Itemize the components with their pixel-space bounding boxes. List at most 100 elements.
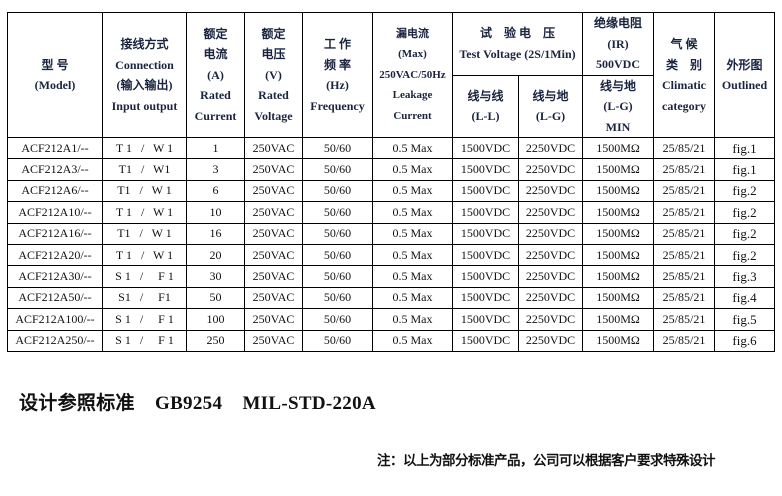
header-test-voltage: 试 验 电 压 Test Voltage (2S/1Min) [451, 12, 584, 76]
cell-model: ACF212A1/-- [7, 136, 103, 160]
header-insulation-resistance: 绝缘电阻 (IR) 500VDC [582, 12, 655, 76]
header-line: (L-G) [535, 109, 566, 124]
design-standard: 设计参照标准 GB9254 MIL-STD-220A [19, 393, 376, 414]
cell-ir: 1500MΩ [582, 222, 655, 245]
cell-freq: 50/60 [302, 222, 373, 245]
cell-voltage: 250VAC [244, 222, 303, 245]
cell-leak: 0.5 Max [372, 265, 453, 288]
cell-ll: 1500VDC [452, 329, 519, 352]
cell-current: 20 [186, 243, 245, 267]
header-line: Outlined [721, 78, 768, 92]
spec-table: 型 号 (Model) 接线方式 Connection (输入输出) Input out… [7, 12, 776, 352]
cell-fig: fig.4 [714, 286, 776, 310]
cell-climatic: 25/85/21 [653, 265, 716, 288]
cell-freq: 50/60 [302, 136, 373, 160]
table-row: ACF212A250/-- S 1 / F 1 250 250VAC 50/60 0.5 … [7, 329, 776, 352]
cell-conn: T 1 / W 1 [102, 201, 187, 224]
header-line: 电压 [261, 47, 286, 62]
header-line: Voltage [254, 108, 293, 123]
cell-climatic: 25/85/21 [653, 136, 716, 160]
cell-climatic: 25/85/21 [653, 179, 716, 203]
header-line: 线与地 [532, 88, 569, 103]
header-line: (Model) [34, 78, 76, 92]
cell-model: ACF212A50/-- [7, 286, 103, 310]
cell-fig: fig.2 [714, 222, 776, 245]
cell-voltage: 250VAC [244, 179, 303, 203]
header-line: 500VDC [596, 57, 641, 71]
cell-ir: 1500MΩ [582, 286, 655, 310]
header-line: 250VAC/50Hz [379, 68, 446, 81]
cell-ir: 1500MΩ [582, 329, 655, 352]
cell-voltage: 250VAC [244, 243, 303, 267]
cell-lg: 2250VDC [517, 158, 584, 181]
cell-ll: 1500VDC [452, 201, 519, 224]
cell-voltage: 250VAC [244, 201, 303, 224]
header-line: 气 候 [670, 37, 698, 51]
cell-voltage: 250VAC [244, 329, 303, 352]
header-line: 额定 [203, 26, 228, 41]
cell-model: ACF212A16/-- [7, 222, 103, 245]
cell-model: ACF212A3/-- [7, 158, 103, 181]
cell-conn: T 1 / W 1 [102, 243, 187, 267]
header-line: (A) [207, 67, 224, 82]
footnote: 注：以上为部分标准产品，公司可以根据客户要求特殊设计 [377, 453, 716, 469]
cell-climatic: 25/85/21 [653, 308, 716, 331]
cell-ir: 1500MΩ [582, 265, 655, 288]
cell-freq: 50/60 [302, 201, 373, 224]
table-row: ACF212A50/-- S1 / F1 50 250VAC 50/60 0.5 Max 1… [7, 286, 776, 310]
header-line: (IR) [607, 36, 629, 51]
cell-current: 250 [186, 329, 245, 352]
cell-fig: fig.1 [714, 158, 776, 181]
header-line: 电流 [203, 47, 228, 62]
cell-ll: 1500VDC [452, 179, 519, 203]
table-row: ACF212A20/-- T 1 / W 1 20 250VAC 50/60 0.5 Ma… [7, 243, 776, 267]
header-line: 类 别 [666, 57, 703, 72]
cell-fig: fig.2 [714, 179, 776, 203]
cell-model: ACF212A20/-- [7, 243, 103, 267]
cell-ir: 1500MΩ [582, 308, 655, 331]
header-connection: 接线方式 Connection (输入输出) Input output [102, 12, 187, 138]
cell-conn: S 1 / F 1 [102, 308, 187, 331]
cell-fig: fig.2 [714, 243, 776, 267]
header-line-to-ground: 线与地 (L-G) [517, 74, 584, 138]
cell-voltage: 250VAC [244, 308, 303, 331]
cell-ll: 1500VDC [452, 286, 519, 310]
header-outlined: 外形图 Outlined [714, 12, 776, 138]
cell-conn: T1 / W 1 [102, 179, 187, 203]
cell-current: 1 [186, 136, 245, 160]
cell-voltage: 250VAC [244, 286, 303, 310]
cell-climatic: 25/85/21 [653, 158, 716, 181]
cell-model: ACF212A6/-- [7, 179, 103, 203]
cell-climatic: 25/85/21 [653, 201, 716, 224]
header-line: 频 率 [323, 57, 351, 72]
header-line: 试 验 电 压 [480, 26, 556, 41]
cell-voltage: 250VAC [244, 265, 303, 288]
header-line: (Max) [398, 48, 427, 61]
cell-leak: 0.5 Max [372, 222, 453, 245]
cell-leak: 0.5 Max [372, 158, 453, 181]
cell-climatic: 25/85/21 [653, 329, 716, 352]
cell-model: ACF212A100/-- [7, 308, 103, 331]
table-row: ACF212A6/-- T1 / W 1 6 250VAC 50/60 0.5 Max 15… [7, 179, 776, 203]
cell-lg: 2250VDC [517, 329, 584, 352]
table-row: ACF212A10/-- T 1 / W 1 10 250VAC 50/60 0.5 Ma… [7, 201, 776, 224]
cell-climatic: 25/85/21 [653, 286, 716, 310]
header-line: (Hz) [326, 78, 349, 92]
cell-ir: 1500MΩ [582, 179, 655, 203]
cell-lg: 2250VDC [517, 179, 584, 203]
header-line: 型 号 [41, 57, 69, 72]
cell-leak: 0.5 Max [372, 243, 453, 267]
cell-leak: 0.5 Max [372, 136, 453, 160]
cell-lg: 2250VDC [517, 265, 584, 288]
table-row: ACF212A16/-- T1 / W 1 16 250VAC 50/60 0.5 Max… [7, 222, 776, 245]
cell-current: 6 [186, 179, 245, 203]
header-line: (L-G) [603, 99, 633, 113]
cell-fig: fig.3 [714, 265, 776, 288]
cell-ll: 1500VDC [452, 265, 519, 288]
cell-freq: 50/60 [302, 329, 373, 352]
cell-current: 50 [186, 286, 245, 310]
cell-fig: fig.6 [714, 329, 776, 352]
cell-freq: 50/60 [302, 308, 373, 331]
header-line: Current [393, 109, 432, 122]
cell-leak: 0.5 Max [372, 286, 453, 310]
